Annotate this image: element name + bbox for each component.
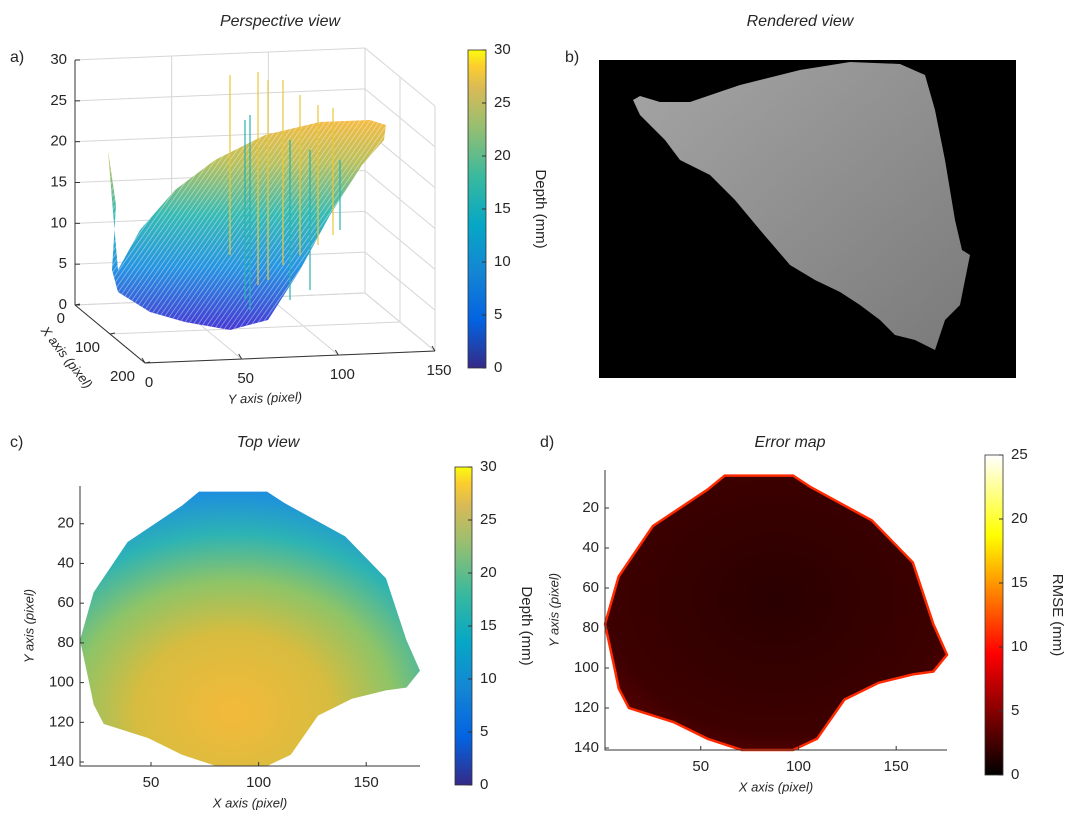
heatmap-image — [603, 474, 949, 752]
colorbar-tick-label: 25 — [480, 511, 497, 528]
y-tick-label: 80 — [582, 619, 599, 636]
z-tick-label: 0 — [59, 296, 67, 313]
z-tick-label: 5 — [59, 255, 67, 272]
y-tick-label: 150 — [426, 362, 451, 379]
z-tick-label: 15 — [50, 173, 67, 190]
x-tick-label: 0 — [57, 310, 65, 327]
y-tick — [238, 353, 243, 360]
y-axis-label: Y axis (pixel) — [21, 589, 36, 663]
y-tick-label: 140 — [574, 739, 599, 756]
panel-title: Error map — [754, 434, 825, 451]
z-tick-label: 20 — [50, 133, 67, 150]
colorbar-tick-label: 20 — [480, 564, 497, 581]
y-axis-label: Y axis (pixel) — [228, 389, 303, 407]
y-tick — [431, 345, 436, 352]
y-tick-label: 120 — [49, 713, 74, 730]
colorbar-tick-label: 10 — [494, 253, 511, 270]
x-tick — [74, 303, 81, 306]
panel-label: d) — [540, 434, 554, 451]
y-tick-label: 80 — [57, 634, 74, 651]
y-tick-label: 40 — [582, 539, 599, 556]
rendered-surface — [633, 62, 970, 350]
panel-title: Perspective view — [220, 13, 341, 30]
y-tick-label: 50 — [237, 370, 254, 387]
x-axis-label: X axis (pixel) — [37, 323, 95, 392]
panel-label: b) — [565, 49, 579, 66]
colorbar-tick-label: 30 — [480, 458, 497, 475]
colorbar-label: RMSE (mm) — [1049, 574, 1066, 657]
z-tick-label: 10 — [50, 214, 67, 231]
colorbar-tick-label: 0 — [494, 359, 502, 376]
grid-line — [74, 88, 366, 102]
axes-frame — [79, 486, 420, 767]
x-tick — [109, 332, 116, 335]
colorbar-tick-label: 30 — [494, 41, 511, 58]
colorbar-tick-label: 20 — [494, 147, 511, 164]
y-tick-label: 20 — [582, 499, 599, 516]
grid-line — [74, 47, 366, 61]
colorbar-tick-label: 20 — [1011, 510, 1028, 527]
panel-title: Rendered view — [747, 13, 855, 30]
colorbar-label: Depth (mm) — [532, 169, 549, 248]
grid-line — [109, 321, 401, 335]
axes-frame — [604, 470, 947, 751]
y-tick-label: 40 — [57, 554, 74, 571]
colorbar-label: Depth (mm) — [518, 586, 535, 665]
y-tick-label: 20 — [57, 515, 74, 532]
colorbar-tick-label: 5 — [1011, 702, 1019, 719]
y-tick-label: 100 — [330, 366, 355, 383]
z-tick-label: 25 — [50, 92, 67, 109]
colorbar-tick-label: 15 — [480, 617, 497, 634]
y-tick — [141, 357, 146, 364]
panel-title: Top view — [237, 434, 301, 451]
x-tick-label: 100 — [786, 758, 811, 775]
x-tick-label: 100 — [75, 339, 100, 356]
heatmap-image — [80, 491, 420, 766]
colorbar-tick-label: 25 — [1011, 446, 1028, 463]
x-tick-label: 200 — [110, 368, 135, 385]
x-tick-label: 150 — [884, 758, 909, 775]
y-axis-label: Y axis (pixel) — [546, 573, 561, 647]
colorbar-tick-label: 10 — [480, 670, 497, 687]
y-tick-label: 60 — [582, 579, 599, 596]
panel-label: c) — [10, 434, 23, 451]
colorbar-tick-label: 0 — [480, 776, 488, 793]
x-tick-label: 150 — [354, 774, 379, 791]
y-tick — [334, 349, 339, 356]
colorbar-tick-label: 25 — [494, 94, 511, 111]
colorbar-tick-label: 10 — [1011, 638, 1028, 655]
y-tick-label: 140 — [49, 753, 74, 770]
panel-label: a) — [10, 49, 24, 66]
y-tick-label: 60 — [57, 594, 74, 611]
x-axis-label: X axis (pixel) — [738, 779, 813, 794]
y-tick-label: 0 — [145, 374, 153, 391]
x-tick-label: 50 — [692, 758, 709, 775]
y-axis — [144, 350, 436, 364]
y-tick-label: 120 — [574, 699, 599, 716]
x-tick — [144, 361, 151, 364]
colorbar — [984, 454, 1004, 776]
surface-mesh — [108, 120, 386, 330]
x-tick-label: 100 — [246, 774, 271, 791]
y-tick-label: 100 — [574, 659, 599, 676]
y-tick-label: 100 — [49, 674, 74, 691]
colorbar-tick-label: 15 — [494, 200, 511, 217]
colorbar-tick-label: 5 — [480, 723, 488, 740]
x-tick-label: 50 — [143, 774, 160, 791]
colorbar-tick-label: 15 — [1011, 574, 1028, 591]
x-axis-label: X axis (pixel) — [212, 795, 287, 810]
z-tick-label: 30 — [50, 51, 67, 68]
colorbar-tick-label: 5 — [494, 306, 502, 323]
colorbar-tick-label: 0 — [1011, 766, 1019, 783]
